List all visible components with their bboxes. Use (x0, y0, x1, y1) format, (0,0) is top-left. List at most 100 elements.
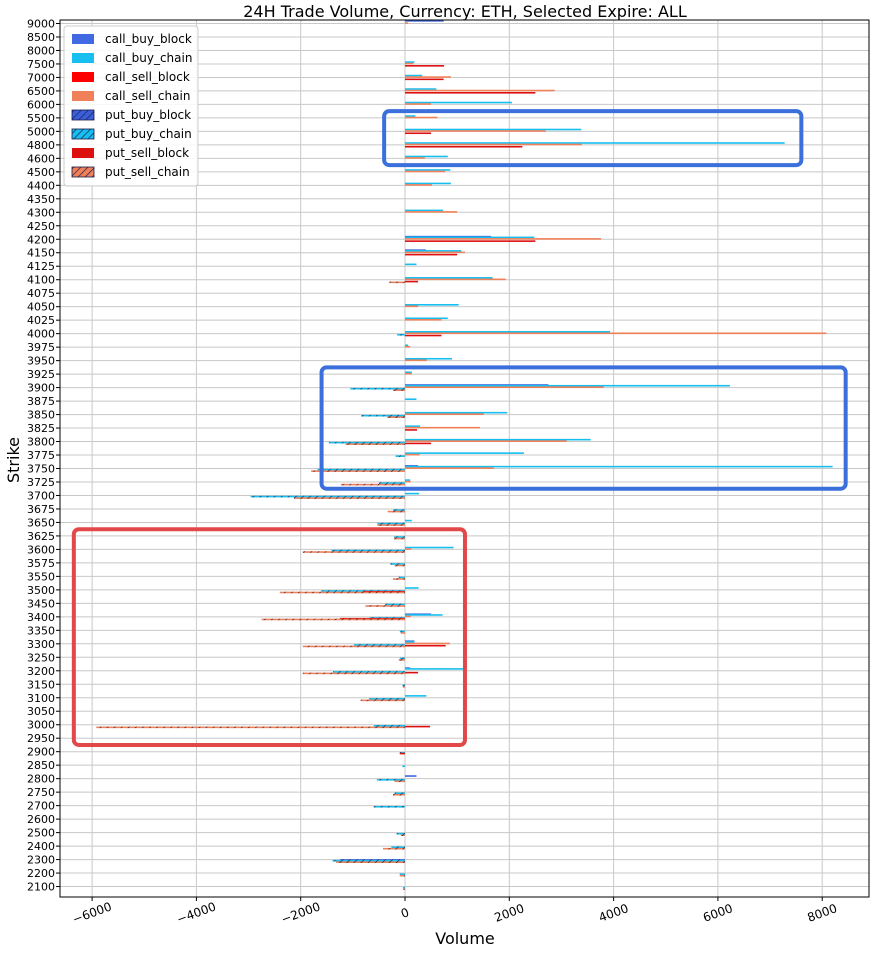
bar-put-sell-block-7500 (405, 65, 445, 67)
y-tick-label: 3000 (27, 719, 55, 732)
bar-call-sell-chain-4400 (405, 184, 433, 186)
bar-call-sell-chain-5500 (405, 116, 438, 119)
bar-put-sell-chain-3625 (394, 537, 405, 540)
y-tick-label: 2950 (27, 732, 55, 745)
y-tick-label: 2750 (27, 786, 55, 799)
legend-swatch-put-sell-chain (71, 166, 95, 178)
bar-put-buy-chain-3350 (399, 630, 405, 633)
bar-put-buy-chain-3800 (328, 441, 405, 444)
legend-swatch-call-buy-chain (72, 53, 94, 63)
bar-put-buy-chain-3250 (399, 657, 405, 660)
bar-put-sell-block-3800 (405, 442, 432, 445)
bar-put-buy-chain-3900 (350, 387, 405, 390)
bar-call-sell-chain-4025 (405, 318, 442, 321)
bar-call-buy-chain-5500 (405, 115, 416, 117)
bar-call-sell-chain-4800 (405, 143, 582, 146)
y-tick-label: 7500 (27, 58, 55, 71)
legend-label-call-sell-block: call_sell_block (105, 70, 190, 84)
bar-call-buy-chain-3200 (405, 668, 464, 670)
y-tick-label: 2900 (27, 746, 55, 759)
bar-call-buy-chain-7500 (405, 61, 415, 63)
bar-put-sell-chain-2100 (402, 888, 405, 890)
bar-call-buy-chain-4125 (405, 263, 417, 266)
bar-put-sell-chain-2300 (336, 861, 405, 863)
bar-put-buy-chain-3675 (393, 509, 405, 511)
bar-call-buy-chain-4000 (405, 330, 610, 333)
y-tick-label: 3575 (27, 557, 55, 570)
legend-swatch-call-sell-chain (72, 91, 94, 101)
bar-call-buy-chain-3500 (405, 587, 419, 589)
y-tick-label: 3100 (27, 692, 55, 705)
bar-call-buy-chain-6500 (405, 88, 437, 90)
bar-put-buy-chain-3000 (373, 725, 405, 727)
bar-put-sell-chain-2800 (394, 780, 405, 783)
bar-call-buy-chain-4100 (405, 277, 493, 279)
y-tick-label: 2850 (27, 759, 55, 772)
y-tick-label: 3675 (27, 503, 55, 516)
bar-call-sell-chain-6500 (405, 89, 555, 92)
bar-put-sell-chain-3900 (393, 389, 405, 392)
bar-put-buy-chain-2400 (391, 846, 405, 849)
bar-put-sell-block-4100 (405, 280, 419, 283)
bar-put-sell-chain-3300 (302, 645, 405, 648)
y-tick-label: 3400 (27, 611, 55, 624)
bar-call-buy-chain-3300 (405, 641, 415, 643)
y-tick-label: 4200 (27, 233, 55, 246)
y-tick-label: 3950 (27, 355, 55, 368)
y-tick-label: 3600 (27, 543, 55, 556)
bar-call-sell-chain-6000 (405, 103, 432, 105)
bar-call-buy-chain-4500 (405, 169, 451, 171)
bar-call-sell-chain-4300 (405, 211, 458, 213)
y-tick-label: 2400 (27, 840, 55, 853)
bar-call-sell-chain-3975 (405, 345, 411, 348)
bar-call-buy-chain-3925 (405, 371, 412, 374)
bar-call-sell-chain-4600 (405, 157, 425, 159)
bar-call-sell-chain-3850 (405, 413, 484, 415)
y-tick-label: 4150 (27, 247, 55, 260)
y-tick-label: 3450 (27, 597, 55, 610)
bar-call-buy-chain-4300 (405, 209, 444, 212)
bar-call-buy-chain-4025 (405, 317, 448, 320)
chart-title: 24H Trade Volume, Currency: ETH, Selecte… (243, 2, 687, 21)
y-tick-label: 6500 (27, 85, 55, 98)
y-tick-label: 4100 (27, 274, 55, 287)
bar-call-buy-chain-3825 (405, 425, 421, 427)
y-tick-label: 4600 (27, 152, 55, 165)
y-tick-label: 3875 (27, 395, 55, 408)
bar-put-sell-block-4200 (405, 240, 536, 242)
bar-put-buy-chain-3625 (394, 536, 405, 538)
bar-call-sell-chain-3400 (405, 615, 411, 618)
bar-put-sell-chain-2750 (393, 793, 405, 796)
y-tick-label: 4350 (27, 193, 55, 206)
x-tick-label: 8000 (805, 901, 838, 925)
bar-put-sell-block-5000 (405, 132, 432, 135)
y-tick-label: 9000 (27, 18, 55, 31)
x-tick-label: 6000 (701, 901, 734, 925)
y-tick-label: 8500 (27, 31, 55, 44)
bar-call-buy-chain-4050 (405, 304, 459, 306)
bar-put-buy-chain-3750 (317, 468, 405, 471)
bar-call-buy-chain-6000 (405, 101, 512, 104)
bar-put-sell-block-4000 (405, 334, 442, 337)
bar-put-buy-chain-3775 (395, 455, 405, 457)
y-tick-label: 3550 (27, 570, 55, 583)
bar-call-buy-chain-3875 (405, 398, 417, 401)
bar-call-sell-chain-3950 (405, 359, 427, 362)
y-tick-label: 2300 (27, 854, 55, 867)
legend-label-call-buy-chain: call_buy_chain (105, 51, 192, 65)
legend: call_buy_block call_buy_chain call_sell_bl… (63, 25, 199, 187)
bar-put-sell-block-3000 (405, 725, 431, 728)
bar-call-buy-block-9000 (405, 20, 444, 22)
bar-put-sell-chain-3500 (279, 591, 405, 594)
y-tick-label: 3650 (27, 516, 55, 529)
y-tick-label: 2600 (27, 813, 55, 826)
y-tick-label: 2800 (27, 773, 55, 786)
bar-call-buy-block-2800 (405, 775, 417, 777)
plot-frame (59, 19, 870, 898)
bar-call-sell-chain-4150 (405, 251, 465, 254)
bar-put-buy-chain-4000 (397, 333, 405, 336)
y-tick-label: 3500 (27, 584, 55, 597)
bar-call-buy-chain-3100 (405, 695, 427, 697)
bar-put-buy-chain-3200 (333, 671, 405, 673)
